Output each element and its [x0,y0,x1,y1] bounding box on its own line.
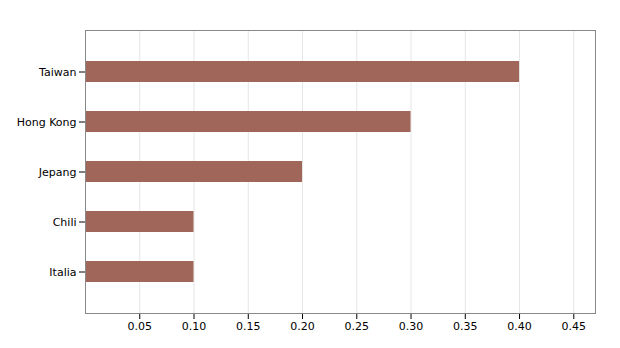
svg-text:Jepang: Jepang [38,166,77,179]
svg-text:Taiwan: Taiwan [38,66,76,79]
svg-text:0.15: 0.15 [236,320,261,333]
svg-text:0.25: 0.25 [345,320,370,333]
svg-text:Italia: Italia [49,266,76,279]
svg-text:0.10: 0.10 [182,320,207,333]
svg-text:0.30: 0.30 [399,320,424,333]
svg-text:0.40: 0.40 [507,320,532,333]
svg-text:0.35: 0.35 [453,320,478,333]
svg-text:0.05: 0.05 [128,320,153,333]
svg-text:Chili: Chili [53,216,77,229]
svg-text:Hong Kong: Hong Kong [17,116,77,129]
svg-text:0.45: 0.45 [562,320,587,333]
svg-text:0.20: 0.20 [290,320,315,333]
